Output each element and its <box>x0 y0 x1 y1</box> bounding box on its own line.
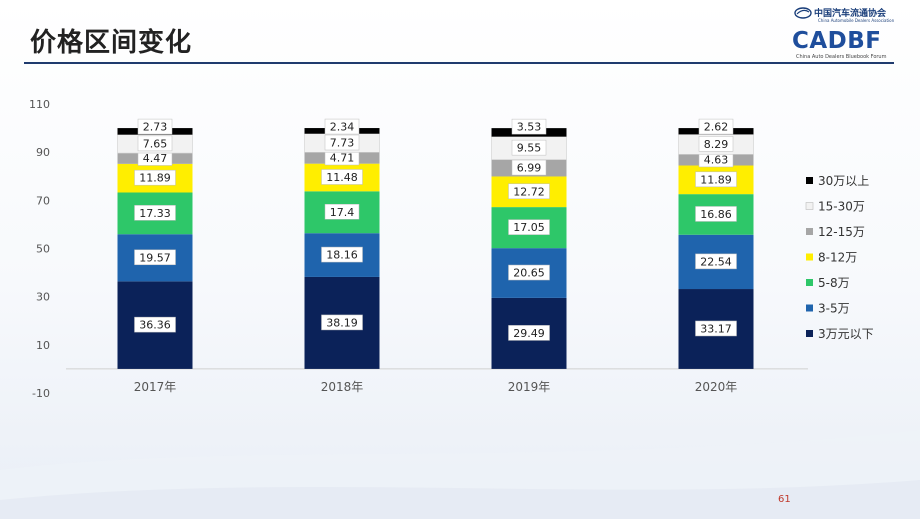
y-tick-label: 10 <box>36 339 50 352</box>
data-label: 2.73 <box>143 121 168 134</box>
data-label-box <box>695 253 737 270</box>
slide-title: 价格区间变化 <box>30 28 193 58</box>
legend-swatch <box>806 228 813 235</box>
legend-label: 30万以上 <box>818 174 869 188</box>
data-label-box <box>511 118 547 135</box>
association-name-en: China Automobile Dealers Association <box>818 18 895 23</box>
x-tick-label: 2018年 <box>321 380 364 394</box>
data-label-box <box>324 134 360 151</box>
data-label-box <box>321 314 363 331</box>
data-label-box <box>511 159 547 176</box>
data-label: 11.89 <box>139 172 171 185</box>
data-label-box <box>324 204 360 220</box>
data-label: 33.17 <box>700 322 732 335</box>
x-tick-label: 2020年 <box>695 380 738 394</box>
data-label: 9.55 <box>517 142 542 155</box>
x-tick-label: 2017年 <box>134 380 177 394</box>
y-tick-label: 70 <box>36 194 50 207</box>
data-label-box <box>134 316 176 333</box>
data-label: 7.65 <box>143 137 168 150</box>
data-label: 7.73 <box>330 137 355 150</box>
brand-logo-text: CADBF <box>792 28 882 54</box>
logo: 中国汽车流通协会 China Automobile Dealers Associ… <box>790 4 912 60</box>
data-label: 4.71 <box>330 151 355 164</box>
data-label-box <box>508 325 550 341</box>
title-divider <box>24 62 894 64</box>
data-label: 19.57 <box>139 251 171 264</box>
data-label: 17.4 <box>330 206 355 219</box>
data-label-box <box>695 171 737 188</box>
y-tick-label: 50 <box>36 243 50 256</box>
legend-label: 12-15万 <box>818 225 865 239</box>
data-label-box <box>137 118 173 135</box>
data-label: 2.34 <box>330 121 355 134</box>
data-label: 12.72 <box>513 185 545 198</box>
legend-swatch <box>806 304 813 312</box>
data-label: 18.16 <box>326 249 358 262</box>
data-label: 3.53 <box>517 121 542 134</box>
data-label-box <box>698 118 734 135</box>
association-name-cn: 中国汽车流通协会 <box>814 9 887 19</box>
legend-swatch <box>805 202 814 210</box>
data-label: 22.54 <box>700 255 732 268</box>
data-label: 29.49 <box>513 327 545 340</box>
y-tick-label: -10 <box>32 387 50 400</box>
data-label: 17.33 <box>139 207 171 220</box>
data-label-box <box>321 246 363 263</box>
data-label-box <box>695 206 737 222</box>
data-label: 6.99 <box>517 162 542 175</box>
brand-subtitle: China Auto Dealers Bluebook Forum <box>796 54 887 60</box>
data-label: 11.48 <box>326 171 358 184</box>
data-label: 2.62 <box>704 121 729 134</box>
data-label: 16.86 <box>700 208 732 221</box>
legend-swatch <box>806 279 813 286</box>
data-label-box <box>508 264 550 281</box>
legend-swatch <box>806 253 813 261</box>
data-label: 20.65 <box>513 267 545 280</box>
legend-label: 5-8万 <box>818 276 850 290</box>
legend-label: 3万元以下 <box>818 327 874 341</box>
data-label-box <box>508 183 550 200</box>
x-tick-label: 2019年 <box>508 380 551 394</box>
data-label-box <box>134 205 176 221</box>
data-label: 17.05 <box>513 221 545 234</box>
data-label: 36.36 <box>139 319 171 332</box>
legend-label: 3-5万 <box>818 302 850 316</box>
data-label-box <box>508 219 550 235</box>
legend-swatch <box>806 330 813 337</box>
legend-label: 8-12万 <box>818 251 857 265</box>
data-label: 8.29 <box>704 138 729 151</box>
data-label-box <box>134 249 176 266</box>
legend-label: 15-30万 <box>818 200 865 214</box>
data-label-box <box>695 320 737 337</box>
data-label: 4.63 <box>704 153 729 166</box>
data-label-box <box>321 169 363 185</box>
data-label-box <box>698 136 734 152</box>
data-label: 38.19 <box>326 316 358 329</box>
data-label: 11.89 <box>700 173 732 186</box>
y-tick-label: 90 <box>36 146 50 159</box>
data-label-box <box>134 169 176 186</box>
y-tick-label: 30 <box>36 291 50 304</box>
data-label-box <box>137 135 173 152</box>
page-number: 61 <box>778 494 791 505</box>
legend-swatch <box>806 177 813 184</box>
data-label-box <box>324 118 360 135</box>
y-tick-label: 110 <box>29 98 50 111</box>
association-emblem-icon <box>794 7 812 19</box>
data-label-box <box>511 139 547 156</box>
data-label: 4.47 <box>143 152 168 165</box>
